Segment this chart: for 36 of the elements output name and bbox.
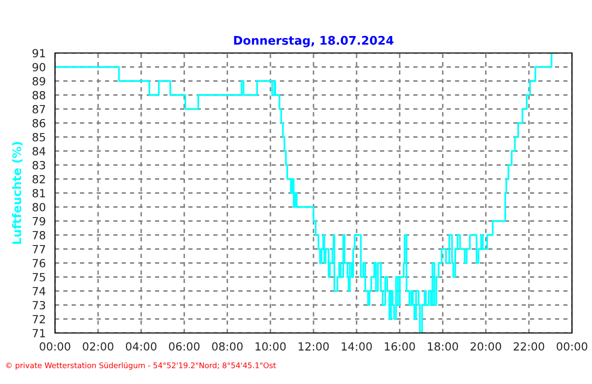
y-tick-label: 78 xyxy=(32,230,46,240)
y-tick-label: 87 xyxy=(32,104,46,114)
x-tick-label: 20:00 xyxy=(470,342,502,351)
x-tick-label: 02:00 xyxy=(82,342,114,351)
y-tick-label: 76 xyxy=(32,258,46,268)
y-tick-label: 73 xyxy=(32,300,46,310)
x-tick-label: 08:00 xyxy=(212,342,243,351)
x-tick-label: 06:00 xyxy=(168,342,200,351)
y-tick-label: 81 xyxy=(32,188,45,198)
y-tick-label: 71 xyxy=(32,329,45,338)
y-tick-label: 84 xyxy=(32,146,46,156)
y-tick-label: 82 xyxy=(32,174,45,184)
y-tick-label: 80 xyxy=(32,202,46,212)
x-tick-label: 14:00 xyxy=(342,342,372,351)
x-tick-label: 16:00 xyxy=(384,342,415,351)
y-tick-label: 79 xyxy=(32,216,46,226)
x-tick-label: 10:00 xyxy=(256,342,286,351)
x-tick-label: 12:00 xyxy=(298,342,329,351)
y-tick-label: 83 xyxy=(32,160,46,170)
y-tick-label: 85 xyxy=(32,132,45,142)
x-tick-label: 22:00 xyxy=(514,342,544,351)
y-tick-label: 89 xyxy=(32,76,46,86)
x-tick-label: 00:00 xyxy=(556,342,588,351)
y-tick-label: 77 xyxy=(32,245,46,254)
y-tick-label: 88 xyxy=(32,90,46,100)
y-tick-label: 86 xyxy=(32,118,46,128)
y-tick-label: 72 xyxy=(32,314,45,324)
x-tick-label: 18:00 xyxy=(428,342,458,351)
y-tick-label: 91 xyxy=(32,48,45,58)
y-axis-title: Luftfeuchte (%) xyxy=(12,142,23,244)
chart-title: Donnerstag, 18.07.2024 xyxy=(234,36,394,48)
x-tick-label: 00:00 xyxy=(40,342,70,351)
y-tick-label: 75 xyxy=(32,273,45,282)
y-tick-label: 90 xyxy=(32,62,46,72)
y-tick-label: 74 xyxy=(32,287,46,296)
x-tick-label: 04:00 xyxy=(126,342,156,351)
